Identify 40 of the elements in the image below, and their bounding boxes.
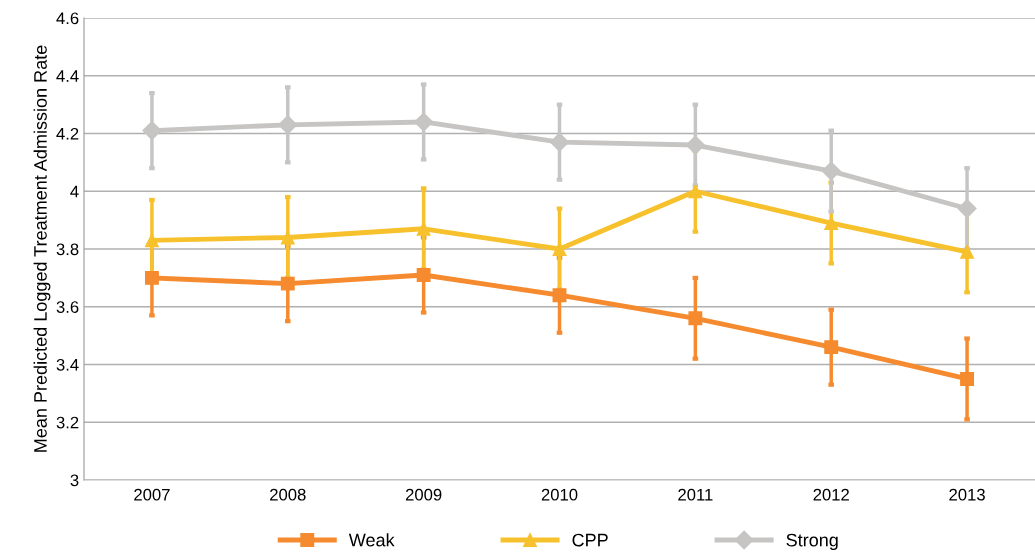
x-tick-label: 2009 xyxy=(405,488,442,501)
y-tick-label: 3.8 xyxy=(56,243,79,256)
point xyxy=(552,288,567,303)
x-tick-label: 2011 xyxy=(678,488,713,501)
point xyxy=(549,132,570,152)
point xyxy=(416,268,431,282)
point xyxy=(957,199,977,219)
point xyxy=(142,121,162,141)
x-tick-label: 2008 xyxy=(270,488,306,501)
point xyxy=(278,115,298,135)
legend-label: CPP xyxy=(572,533,608,547)
y-tick-label: 3.2 xyxy=(56,416,79,429)
y-tick-label: 3.6 xyxy=(56,301,79,313)
y-tick-label: 3.4 xyxy=(56,358,79,371)
point xyxy=(821,161,841,181)
point xyxy=(414,112,434,132)
point xyxy=(280,276,295,291)
point xyxy=(685,135,705,155)
point xyxy=(144,233,159,248)
legend-label: Weak xyxy=(348,533,395,547)
x-tick-label: 2007 xyxy=(134,488,170,501)
y-tick-label: 4 xyxy=(70,185,79,198)
y-tick-label: 4.2 xyxy=(56,127,79,140)
point xyxy=(824,216,839,230)
point xyxy=(688,184,703,199)
point xyxy=(688,311,703,326)
y-tick-label: 4.6 xyxy=(56,12,79,25)
x-tick-label: 2013 xyxy=(949,488,985,501)
point xyxy=(280,230,295,245)
y-tick-label: 4.4 xyxy=(56,70,79,82)
point xyxy=(960,371,975,386)
point xyxy=(824,340,839,355)
point xyxy=(552,242,567,256)
point xyxy=(144,270,159,285)
x-tick-label: 2012 xyxy=(813,488,849,501)
point xyxy=(960,244,975,259)
y-tick-label: 3 xyxy=(70,474,79,487)
x-tick-label: 2010 xyxy=(541,488,578,501)
legend-label: Strong xyxy=(786,533,838,551)
y-axis-title: Mean Predicted Logged Treatment Admission Rate xyxy=(33,45,51,452)
